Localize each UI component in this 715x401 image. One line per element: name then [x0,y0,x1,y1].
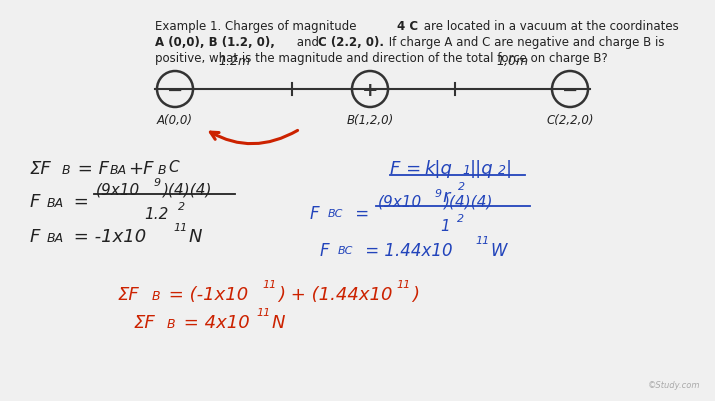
Text: −: − [562,80,578,99]
Text: = 4x10: = 4x10 [178,313,250,331]
Text: 9: 9 [154,178,161,188]
Text: If charge A and C are negative and charge B is: If charge A and C are negative and charg… [385,36,664,49]
Text: BA: BA [47,231,64,244]
Text: C (2.2, 0).: C (2.2, 0). [318,36,384,49]
Text: ΣF: ΣF [118,285,139,303]
FancyArrowPatch shape [210,131,297,144]
Text: Example 1. Charges of magnitude: Example 1. Charges of magnitude [155,20,360,33]
Text: ΣF: ΣF [30,160,51,178]
Text: )(4)(4): )(4)(4) [163,182,212,198]
Text: ©Study.com: ©Study.com [648,380,700,389]
Text: ||q: ||q [470,160,493,178]
Text: (9x10: (9x10 [378,194,423,209]
Text: and: and [293,36,322,49]
Text: ΣF: ΣF [133,313,154,331]
Text: BC: BC [338,245,353,255]
Text: r: r [442,188,449,205]
Text: B: B [62,164,71,176]
Text: 11: 11 [262,279,276,289]
Text: 2: 2 [458,182,465,192]
Text: F: F [30,192,40,211]
Text: B: B [167,317,176,330]
Text: BA: BA [47,196,64,209]
Text: ): ) [412,285,419,303]
Text: 11: 11 [396,279,410,289]
Text: 2: 2 [457,213,464,223]
Text: 2: 2 [498,164,506,176]
Text: = 1.44x10: = 1.44x10 [360,241,453,259]
Text: C(2,2,0): C(2,2,0) [546,114,593,127]
Text: A(0,0): A(0,0) [157,114,193,127]
Text: BA: BA [110,164,127,176]
Text: = F: = F [72,160,109,178]
Text: 1: 1 [440,219,450,233]
Text: ) + (1.44x10: ) + (1.44x10 [278,285,393,303]
Text: |: | [506,160,512,178]
Text: positive, what is the magnitude and direction of the total force on charge B?: positive, what is the magnitude and dire… [155,52,608,65]
Text: =: = [350,205,375,223]
Text: C: C [168,160,179,174]
Text: N: N [189,227,202,245]
Text: B(1,2,0): B(1,2,0) [346,114,394,127]
Text: −: − [167,80,183,99]
Text: )(4)(4): )(4)(4) [444,194,493,209]
Text: N: N [272,313,285,331]
Text: F: F [310,205,320,223]
Text: +F: +F [128,160,154,178]
Text: k|q: k|q [424,160,452,178]
Text: = -1x10: = -1x10 [68,227,147,245]
Text: +: + [362,80,378,99]
Text: B: B [152,289,161,302]
Text: F: F [30,227,40,245]
Text: 11: 11 [475,235,489,245]
Text: = (-1x10: = (-1x10 [163,285,248,303]
Text: =: = [68,192,94,211]
Text: 1: 1 [462,164,470,176]
Text: 1.2m: 1.2m [218,55,250,68]
Text: F: F [320,241,330,259]
Text: (9x10: (9x10 [96,182,140,198]
Text: 1,0m: 1,0m [496,55,528,68]
Text: A (0,0), B (1.2, 0),: A (0,0), B (1.2, 0), [155,36,275,49]
Text: 11: 11 [256,307,270,317]
Text: are located in a vacuum at the coordinates: are located in a vacuum at the coordinat… [420,20,679,33]
Text: 4 C: 4 C [397,20,418,33]
Text: BC: BC [328,209,343,219]
Text: 2: 2 [178,201,185,211]
Text: 9: 9 [435,188,442,198]
Text: W: W [490,241,506,259]
Text: B: B [158,164,167,176]
Text: F =: F = [390,160,427,178]
Text: 11: 11 [173,223,187,233]
Text: 1.2: 1.2 [144,207,168,221]
